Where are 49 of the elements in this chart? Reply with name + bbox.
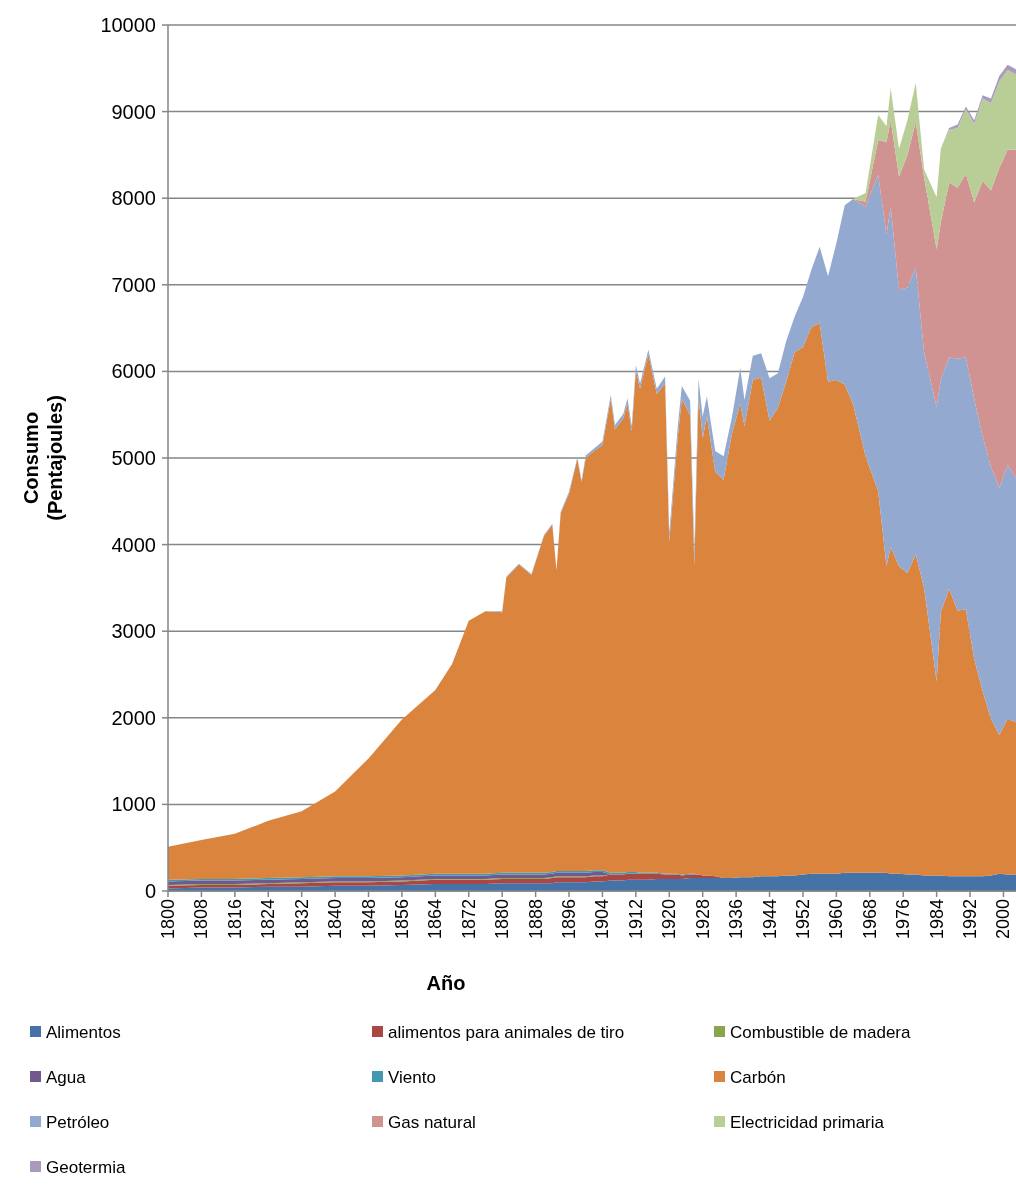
x-tick-label: 1872: [458, 899, 479, 940]
y-tick-label: 1000: [111, 793, 156, 816]
legend-label: Gas natural: [388, 1112, 476, 1132]
x-tick-label: 1960: [826, 899, 847, 940]
x-tick-label: 1864: [425, 899, 446, 940]
x-tick-label: 1968: [859, 899, 880, 940]
x-tick-label: 1920: [659, 899, 680, 940]
y-tick-label: 0: [144, 880, 156, 902]
y-axis-title: Consumo (Pentajoules): [20, 395, 66, 521]
legend-label: Geotermia: [46, 1157, 126, 1177]
x-axis-title: Año: [426, 972, 466, 994]
x-tick-label: 1816: [224, 899, 245, 940]
x-tick-label: 1952: [792, 899, 813, 940]
y-tick-label: 4000: [111, 533, 156, 556]
legend-label: alimentos para animales de tiro: [388, 1022, 625, 1042]
legend-label: Agua: [46, 1067, 87, 1087]
x-tick-label: 1848: [358, 899, 379, 940]
x-tick-label: 1936: [726, 899, 747, 940]
legend-label: Electricidad primaria: [730, 1112, 885, 1132]
legend-label: Combustible de madera: [730, 1022, 912, 1042]
y-tick-label: 9000: [111, 100, 156, 123]
x-tick-label: 2000: [993, 899, 1014, 940]
legend-label: Viento: [388, 1067, 436, 1087]
x-tick-label: 1992: [960, 899, 981, 940]
x-tick-label: 1880: [492, 899, 513, 940]
x-tick-label: 1944: [759, 899, 780, 940]
x-tick-label: 1808: [191, 899, 212, 940]
x-tick-label: 1928: [692, 899, 713, 940]
x-tick-label: 1984: [926, 899, 947, 940]
x-tick-label: 1840: [325, 899, 346, 940]
x-tick-label: 1832: [291, 899, 312, 940]
y-tick-label: 3000: [111, 620, 156, 643]
x-tick-label: 1896: [559, 899, 580, 940]
x-tick-label: 1824: [258, 899, 279, 940]
x-tick-label: 1888: [525, 899, 546, 940]
y-tick-label: 7000: [111, 273, 156, 296]
y-tick-label: 6000: [111, 360, 156, 383]
y-tick-label: 8000: [111, 187, 156, 210]
x-tick-label: 1856: [391, 899, 412, 940]
x-tick-label: 1976: [893, 899, 914, 940]
y-tick-label: 5000: [111, 447, 156, 469]
legend-label: Carbón: [730, 1067, 786, 1087]
legend-label: Petróleo: [46, 1112, 110, 1132]
y-tick-label: 2000: [111, 706, 156, 729]
x-tick-label: 1904: [592, 899, 613, 940]
x-tick-label: 1912: [625, 899, 646, 940]
legend-label: Alimentos: [46, 1022, 121, 1042]
x-tick-label: 1800: [158, 899, 178, 940]
y-tick-label: 10000: [100, 14, 156, 36]
